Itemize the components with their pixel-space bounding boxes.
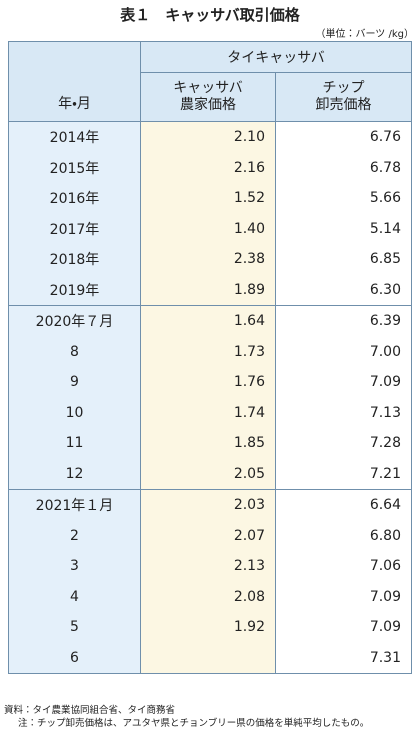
- row-label: 2019年: [8, 274, 141, 306]
- table-row: 11 1.85 7.28: [8, 428, 412, 459]
- row-label: 2016年: [8, 183, 141, 214]
- chip-price: 6.78: [275, 152, 412, 183]
- row-label: 9: [8, 367, 141, 398]
- farm-price: 2.16: [140, 152, 276, 183]
- chip-price: 7.31: [275, 642, 412, 674]
- row-label: 6: [8, 642, 141, 674]
- footnote: 注：チップ卸売価格は、アユタヤ県とチョンブリー県の価格を単純平均したもの。: [18, 718, 370, 729]
- unit: （単位：バーツ /kg）: [315, 29, 415, 40]
- table-row: 12 2.05 7.21: [8, 458, 412, 490]
- table-row: 2016年 1.52 5.66: [8, 183, 412, 214]
- table-row: 8 1.73 7.00: [8, 336, 412, 367]
- farm-price: 2.07: [140, 520, 276, 551]
- table-row: 5 1.92 7.09: [8, 612, 412, 643]
- table-row: 2014年 2.10 6.76: [8, 121, 412, 153]
- row-label-header: 年・月: [8, 41, 141, 122]
- chip-price: 5.14: [275, 213, 412, 244]
- group-header: タイキャッサバ: [140, 41, 412, 73]
- chip-price: 7.09: [275, 581, 412, 612]
- chip-price: 6.64: [275, 489, 412, 521]
- table-row: 2021年１月 2.03 6.64: [8, 489, 412, 521]
- header-line: 卸売価格: [315, 97, 372, 113]
- farm-price: 1.89: [140, 274, 276, 306]
- row-label: 3: [8, 551, 141, 582]
- chip-price: 7.09: [275, 367, 412, 398]
- table-row: 3 2.13 7.06: [8, 551, 412, 582]
- table-body: 2014年 2.10 6.76 2015年 2.16 6.78 2016年 1.52 5.66 2…: [8, 121, 412, 674]
- farm-price: 1.85: [140, 428, 276, 459]
- chip-price: 6.85: [275, 244, 412, 275]
- farm-price: 2.13: [140, 551, 276, 582]
- row-label: 2021年１月: [8, 489, 141, 521]
- chip-price: 7.21: [275, 458, 412, 490]
- column-header: チップ 卸売価格: [275, 72, 412, 122]
- farm-price: 1.76: [140, 367, 276, 398]
- farm-price: 1.52: [140, 183, 276, 214]
- row-label: 2014年: [8, 121, 141, 153]
- chip-price: 6.76: [275, 121, 412, 153]
- row-label: 4: [8, 581, 141, 612]
- chip-price: 7.09: [275, 612, 412, 643]
- chip-price: 5.66: [275, 183, 412, 214]
- row-label: 5: [8, 612, 141, 643]
- farm-price: 1.73: [140, 336, 276, 367]
- table-row: 9 1.76 7.09: [8, 367, 412, 398]
- farm-price: 1.92: [140, 612, 276, 643]
- header-line: キャッサバ: [173, 80, 243, 96]
- farm-price: 2.03: [140, 489, 276, 521]
- chip-price: 6.80: [275, 520, 412, 551]
- row-label: 2017年: [8, 213, 141, 244]
- table-row: 2020年７月 1.64 6.39: [8, 305, 412, 337]
- row-label: 11: [8, 428, 141, 459]
- row-label: 2018年: [8, 244, 141, 275]
- farm-price: [140, 642, 276, 674]
- table-row: 2019年 1.89 6.30: [8, 274, 412, 306]
- farm-price: 2.10: [140, 121, 276, 153]
- header-line: チップ: [322, 80, 365, 96]
- farm-price: 2.08: [140, 581, 276, 612]
- row-label: 8: [8, 336, 141, 367]
- price-table: 年・月 タイキャッサバ キャッサバ 農家価格 チップ 卸売価格 2014年 2.10 6…: [8, 41, 412, 674]
- row-label: 2020年７月: [8, 305, 141, 337]
- row-label: 2015年: [8, 152, 141, 183]
- table-row: 2015年 2.16 6.78: [8, 152, 412, 183]
- chip-price: 7.00: [275, 336, 412, 367]
- row-label: 12: [8, 458, 141, 490]
- chip-price: 6.30: [275, 274, 412, 306]
- table-row: 4 2.08 7.09: [8, 581, 412, 612]
- row-label: 10: [8, 397, 141, 428]
- farm-price: 1.40: [140, 213, 276, 244]
- title: 表１ キャッサバ取引価格: [120, 6, 300, 24]
- table-row: 2 2.07 6.80: [8, 520, 412, 551]
- column-header: キャッサバ 農家価格: [140, 72, 276, 122]
- farm-price: 2.05: [140, 458, 276, 490]
- source-note: 資料：タイ農業協同組合省、タイ商務省: [4, 705, 176, 716]
- notes: 資料：タイ農業協同組合省、タイ商務省 注：チップ卸売価格は、アユタヤ県とチョンブ…: [4, 704, 369, 730]
- table-row: 2018年 2.38 6.85: [8, 244, 412, 275]
- chip-price: 6.39: [275, 305, 412, 337]
- table-row: 2017年 1.40 5.14: [8, 213, 412, 244]
- table-row: 6 7.31: [8, 642, 412, 674]
- row-label: 2: [8, 520, 141, 551]
- chip-price: 7.28: [275, 428, 412, 459]
- farm-price: 1.64: [140, 305, 276, 337]
- farm-price: 1.74: [140, 397, 276, 428]
- farm-price: 2.38: [140, 244, 276, 275]
- header-line: 農家価格: [180, 97, 236, 113]
- chip-price: 7.06: [275, 551, 412, 582]
- chip-price: 7.13: [275, 397, 412, 428]
- table-row: 10 1.74 7.13: [8, 397, 412, 428]
